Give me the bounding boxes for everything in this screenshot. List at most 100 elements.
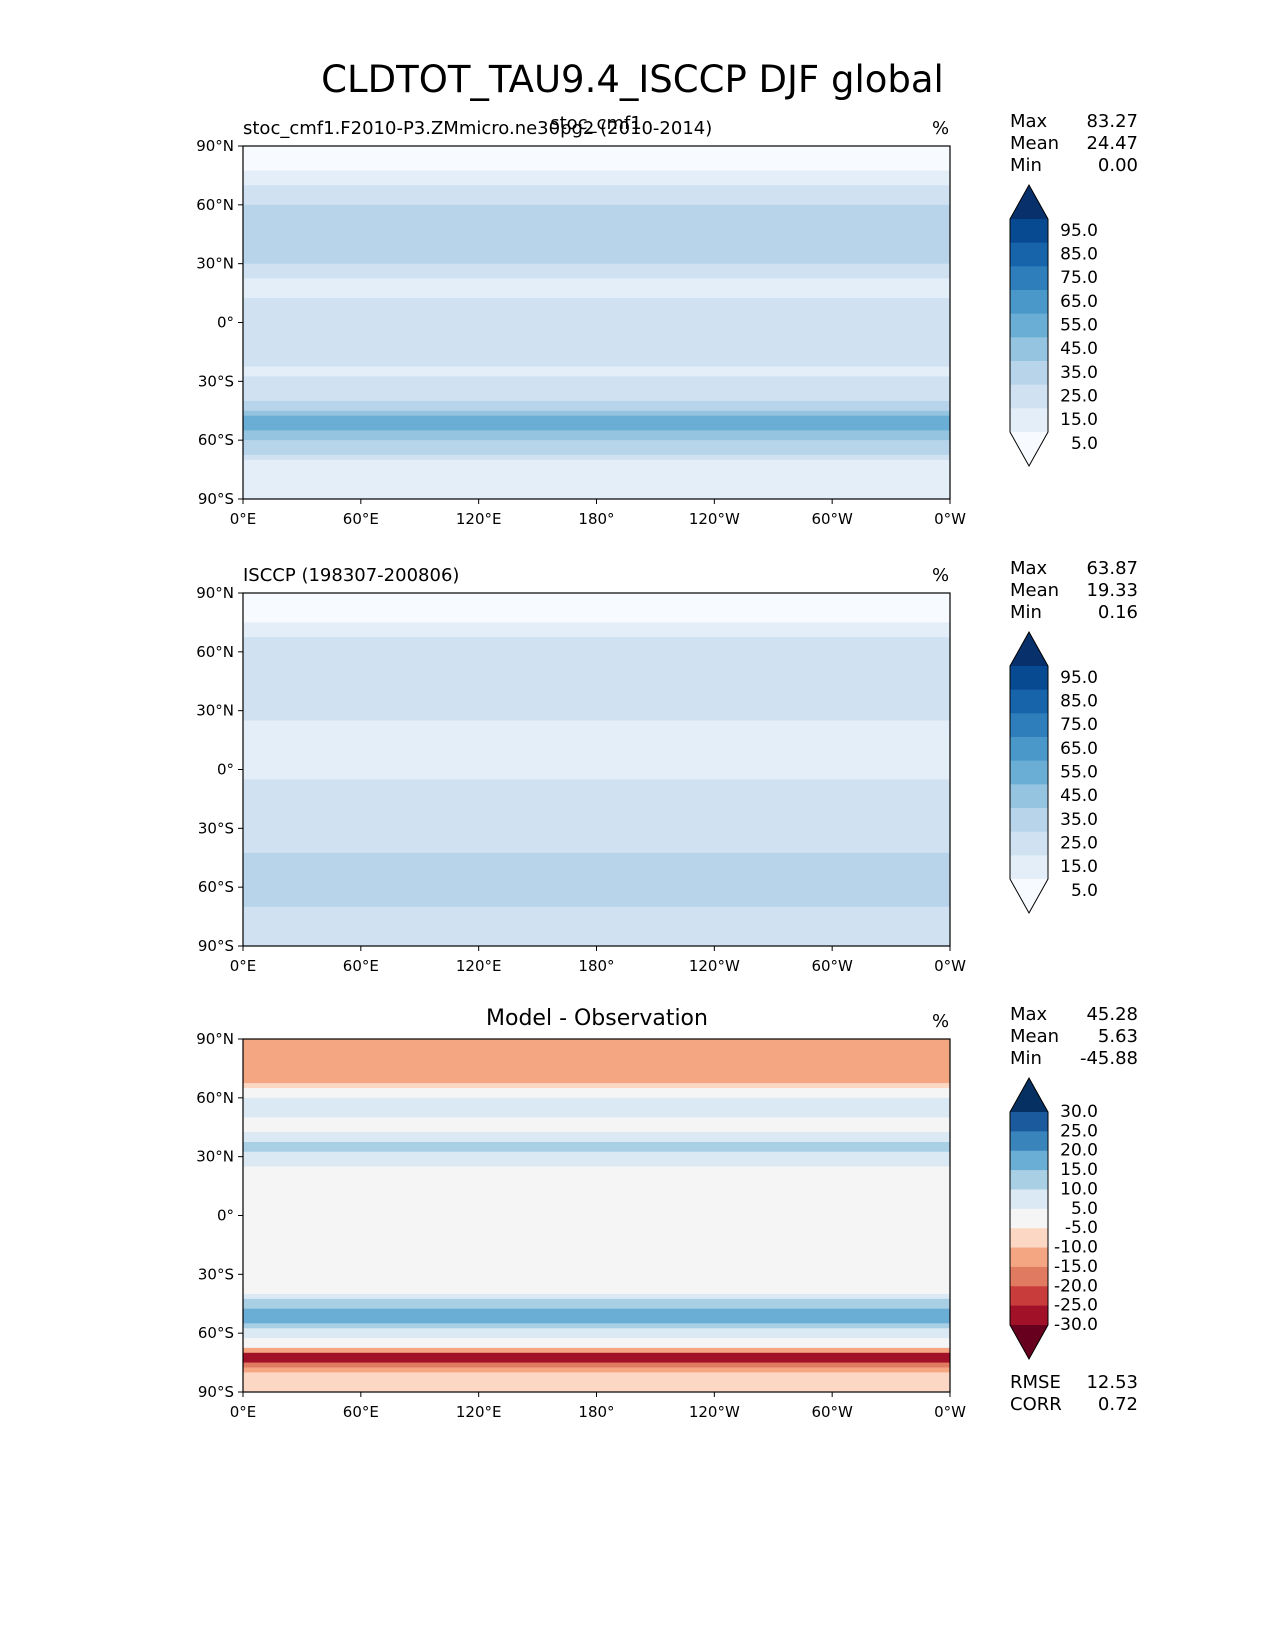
field-band — [243, 1220, 950, 1226]
colorbar-label: 85.0 — [1060, 692, 1098, 712]
field-band — [243, 494, 950, 500]
field-band — [243, 1083, 950, 1089]
field-band — [243, 1063, 950, 1070]
stat-label: Min — [1010, 1048, 1042, 1069]
field-band — [243, 312, 950, 319]
colorbar-label: -5.0 — [1065, 1218, 1098, 1238]
colorbar-segment — [1010, 1170, 1048, 1190]
field-band — [243, 1347, 950, 1354]
field-band — [243, 1289, 950, 1295]
stat-value: 83.27 — [1086, 111, 1138, 132]
field-band — [243, 1210, 950, 1217]
field-band — [243, 484, 950, 490]
field-band — [243, 1259, 950, 1266]
field-band — [243, 244, 950, 250]
x-tick-label: 60°E — [343, 957, 379, 975]
field-band — [243, 327, 950, 333]
field-band — [243, 887, 950, 893]
x-tick-label: 120°W — [689, 957, 740, 975]
field-band — [243, 1146, 950, 1153]
field-band — [243, 813, 950, 820]
field-band — [243, 229, 950, 235]
colorbar-label: 5.0 — [1071, 1199, 1098, 1219]
field-band — [243, 1328, 950, 1334]
field-band — [243, 322, 950, 329]
y-tick-label: 30°N — [196, 1148, 234, 1166]
field-band — [243, 356, 950, 363]
panel-2-left-title: ISCCP (198307-200806) — [243, 565, 460, 586]
field-band — [243, 916, 950, 923]
x-tick-label: 60°E — [343, 510, 379, 528]
field-band — [243, 686, 950, 692]
field-band — [243, 607, 950, 614]
field-band — [243, 342, 950, 348]
field-band — [243, 1367, 950, 1373]
colorbar-segment — [1010, 760, 1048, 785]
field-band — [243, 1387, 950, 1393]
x-tick-label: 0°E — [230, 1403, 257, 1421]
colorbar-label: 35.0 — [1060, 363, 1098, 383]
field-band — [243, 676, 950, 682]
panel-1-units: % — [932, 118, 950, 139]
field-band — [243, 307, 950, 314]
colorbar-label: 75.0 — [1060, 268, 1098, 288]
field-band — [243, 1293, 950, 1300]
field-band — [243, 435, 950, 441]
colorbar-outline — [1009, 1076, 1049, 1361]
colorbar-segment — [1010, 1150, 1048, 1171]
field-band — [243, 852, 950, 859]
field-band — [243, 405, 950, 412]
colorbar-label: 45.0 — [1060, 786, 1098, 806]
colorbar-segment — [1010, 784, 1048, 809]
field-band — [243, 901, 950, 908]
stat-label: Max — [1010, 111, 1048, 132]
field-band — [243, 1097, 950, 1104]
field-band — [243, 1088, 950, 1094]
colorbar-label: 25.0 — [1060, 387, 1098, 407]
y-tick-label: 60°S — [198, 878, 234, 896]
colorbar-segment — [1010, 831, 1048, 856]
colorbar-outline — [1009, 630, 1049, 915]
stat-label: Mean — [1010, 1026, 1060, 1047]
colorbar-panel-1: 95.0 85.0 75.0 65.0 55.0 45.0 35.0 25.0 15.0 5.0 — [1009, 183, 1098, 468]
field-band — [243, 469, 950, 476]
field-band — [243, 941, 950, 947]
stat-value: 0.72 — [1097, 1394, 1138, 1415]
field-band — [243, 1254, 950, 1261]
field-band — [243, 877, 950, 883]
field-band — [243, 1117, 950, 1123]
field-band — [243, 1362, 950, 1369]
colorbar-segment — [1010, 408, 1048, 433]
field-band — [243, 165, 950, 172]
field-band — [243, 1053, 950, 1060]
field-band — [243, 410, 950, 417]
field-band — [243, 744, 950, 751]
field-band — [243, 1137, 950, 1143]
field-band — [243, 651, 950, 658]
field-band — [243, 253, 950, 260]
field-band — [243, 347, 950, 353]
y-tick-label: 90°S — [198, 1383, 234, 1401]
y-tick-label: 90°S — [198, 490, 234, 508]
field-band — [243, 597, 950, 604]
x-tick-label: 120°W — [689, 1403, 740, 1421]
field-band — [243, 759, 950, 766]
field-band — [243, 828, 950, 834]
colorbar-label: -20.0 — [1054, 1276, 1098, 1296]
field-band — [243, 847, 950, 854]
colorbar-label: 25.0 — [1060, 834, 1098, 854]
x-tick-label: 0°W — [934, 957, 966, 975]
field-band — [243, 1043, 950, 1050]
y-tick-label: 0° — [217, 1207, 234, 1225]
field-band — [243, 430, 950, 436]
x-tick-label: 120°E — [456, 510, 502, 528]
colorbar-segment — [1010, 808, 1048, 833]
field-band — [243, 1068, 950, 1074]
field-band — [243, 1156, 950, 1163]
colorbar-segment — [1010, 219, 1048, 244]
field-band — [243, 361, 950, 368]
colorbar-label: 5.0 — [1071, 881, 1098, 901]
colorbar-segment — [1010, 313, 1048, 338]
field-band — [243, 617, 950, 624]
colorbar-extend-min — [1010, 879, 1048, 913]
